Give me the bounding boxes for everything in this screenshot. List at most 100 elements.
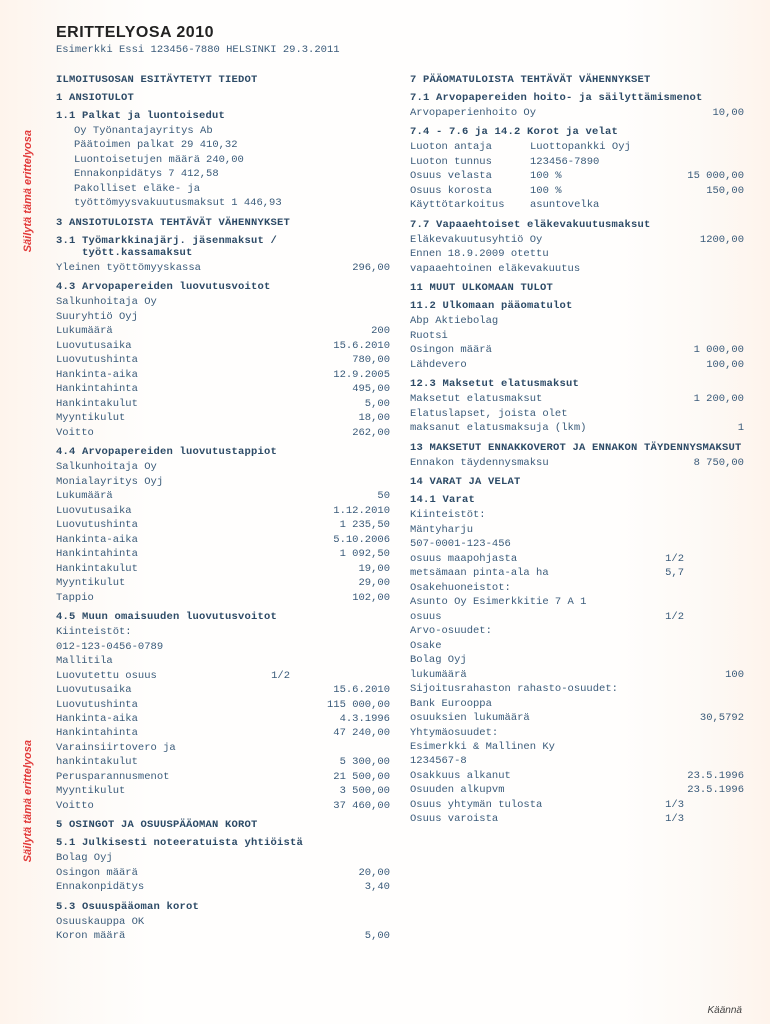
h-3: 3 ANSIOTULOISTA TEHTÄVÄT VÄHENNYKSET xyxy=(56,217,390,229)
lbl: Koron määrä xyxy=(56,929,125,943)
line: Ennen 18.9.2009 otettu vapaaehtoinen elä… xyxy=(410,247,744,276)
lbl: Osuuden alkupvm xyxy=(410,783,505,797)
lbl: Luovutusaika xyxy=(56,339,132,353)
val: 150,00 xyxy=(640,184,744,198)
val: 3 500,00 xyxy=(334,784,390,798)
val: 19,00 xyxy=(352,562,390,576)
lbl: Voitto xyxy=(56,426,94,440)
doc-title: ERITTELYOSA 2010 xyxy=(56,24,744,42)
val: 15.6.2010 xyxy=(327,339,390,353)
lbl: Hankintakulut xyxy=(56,562,138,576)
val: 1 200,00 xyxy=(688,392,744,406)
val: 23.5.1996 xyxy=(681,769,744,783)
line: Ruotsi xyxy=(410,329,744,343)
lbl: Päätoimen palkat xyxy=(74,139,175,151)
lbl: Lukumäärä xyxy=(56,324,113,338)
h-123: 12.3 Maksetut elatusmaksut xyxy=(410,378,744,390)
lbl: Maksetut elatusmaksut xyxy=(410,392,542,406)
h-51: 5.1 Julkisesti noteeratuista yhtiöistä xyxy=(56,837,390,849)
side-label-2: Säilytä tämä erittelyosa xyxy=(22,740,34,862)
line: Esimerkki & Mallinen Ky xyxy=(410,740,744,754)
h-5: 5 OSINGOT JA OSUUSPÄÄOMAN KOROT xyxy=(56,819,390,831)
lbl: Hankinta-aika xyxy=(56,712,138,726)
right-column: 7 PÄÄOMATULOISTA TEHTÄVÄT VÄHENNYKSET 7.… xyxy=(410,68,744,944)
side-label-1: Säilytä tämä erittelyosa xyxy=(22,130,34,252)
h-53: 5.3 Osuuspääoman korot xyxy=(56,901,390,913)
lbl: Hankinta-aika xyxy=(56,368,138,382)
lbl: Ennakon täydennysmaksu xyxy=(410,456,549,470)
line: Osuuskauppa OK xyxy=(56,915,390,929)
val: 1/2 xyxy=(659,552,684,566)
val: 5,7 xyxy=(659,566,684,580)
left-column: ILMOITUSOSAN ESITÄYTETYT TIEDOT 1 ANSIOT… xyxy=(56,68,390,944)
lbl: Hankintakulut xyxy=(56,397,138,411)
lbl: Myyntikulut xyxy=(56,411,125,425)
line: 507-0001-123-456 xyxy=(410,537,744,551)
lbl: Myyntikulut xyxy=(56,576,125,590)
line: Osakehuoneistot: xyxy=(410,581,744,595)
line: Mallitila xyxy=(56,654,390,668)
h-13: 13 MAKSETUT ENNAKKOVEROT JA ENNAKON TÄYD… xyxy=(410,442,744,454)
val: 23.5.1996 xyxy=(681,783,744,797)
val: 1 092,50 xyxy=(334,547,390,561)
line: Kiinteistöt: xyxy=(56,625,390,639)
lbl: osuus xyxy=(410,610,442,624)
line: Sijoitusrahaston rahasto-osuudet: xyxy=(410,682,744,696)
line: 012-123-0456-0789 xyxy=(56,640,390,654)
val: 4.3.1996 xyxy=(334,712,390,726)
lbl: Osuus korosta xyxy=(410,184,530,198)
val: 1 000,00 xyxy=(688,343,744,357)
lbl: Luontoisetujen määrä xyxy=(74,154,200,166)
lbl: Osuus yhtymän tulosta xyxy=(410,798,542,812)
line: Kiinteistöt: xyxy=(410,508,744,522)
val: 30,5792 xyxy=(694,711,744,725)
lbl: Voitto xyxy=(56,799,94,813)
line: Bank Eurooppa xyxy=(410,697,744,711)
val: 1 235,50 xyxy=(334,518,390,532)
val: 18,00 xyxy=(352,411,390,425)
val: 12.9.2005 xyxy=(327,368,390,382)
h-43: 4.3 Arvopapereiden luovutusvoitot xyxy=(56,281,390,293)
val: 200 xyxy=(365,324,390,338)
val: 100 xyxy=(719,668,744,682)
h-11r: 11 MUUT ULKOMAAN TULOT xyxy=(410,282,744,294)
lbl: Hankintahinta xyxy=(56,382,138,396)
lbl: Varainsiirtovero ja xyxy=(56,741,390,755)
lbl: Luovutushinta xyxy=(56,698,138,712)
lbl: Luovutushinta xyxy=(56,353,138,367)
val: 21 500,00 xyxy=(327,770,390,784)
lbl: Eläkevakuutusyhtiö Oy xyxy=(410,233,542,247)
lbl: Hankinta-aika xyxy=(56,533,138,547)
h-74: 7.4 - 7.6 ja 14.2 Korot ja velat xyxy=(410,126,744,138)
h-45: 4.5 Muun omaisuuden luovutusvoitot xyxy=(56,611,390,623)
lbl: Yleinen työttömyyskassa xyxy=(56,261,201,275)
val: 5 300,00 xyxy=(334,755,390,769)
lbl: työttömyysvakuutusmaksut xyxy=(74,197,225,209)
lbl: Ennakonpidätys xyxy=(74,168,162,180)
val: 29,00 xyxy=(352,576,390,590)
lbl: Perusparannusmenot xyxy=(56,770,169,784)
val: 8 750,00 xyxy=(688,456,744,470)
lbl: Käyttötarkoitus xyxy=(410,198,530,212)
val: Luottopankki Oyj xyxy=(530,140,640,154)
lbl: Luovutushinta xyxy=(56,518,138,532)
h-141: 14.1 Varat xyxy=(410,494,744,506)
h-1: 1 ANSIOTULOT xyxy=(56,92,390,104)
person-line: Esimerkki Essi 123456-7880 HELSINKI 29.3… xyxy=(56,44,744,56)
val: 780,00 xyxy=(346,353,390,367)
val: 240,00 xyxy=(200,154,244,166)
line: Elatuslapset, joista olet xyxy=(410,407,744,421)
val: 5,00 xyxy=(359,929,390,943)
lbl: Hankintahinta xyxy=(56,547,138,561)
val: 100 % xyxy=(530,169,640,183)
val: 1/3 xyxy=(659,812,684,826)
page: ERITTELYOSA 2010 Esimerkki Essi 123456-7… xyxy=(0,0,770,954)
lbl: Osingon määrä xyxy=(410,343,492,357)
val: 29 410,32 xyxy=(175,139,238,151)
lbl: Osingon määrä xyxy=(56,866,138,880)
flip-label: Käännä xyxy=(708,1005,742,1016)
val: 7 412,58 xyxy=(162,168,218,180)
val: 47 240,00 xyxy=(327,726,390,740)
val: 262,00 xyxy=(346,426,390,440)
lbl: Arvopaperienhoito Oy xyxy=(410,106,536,120)
